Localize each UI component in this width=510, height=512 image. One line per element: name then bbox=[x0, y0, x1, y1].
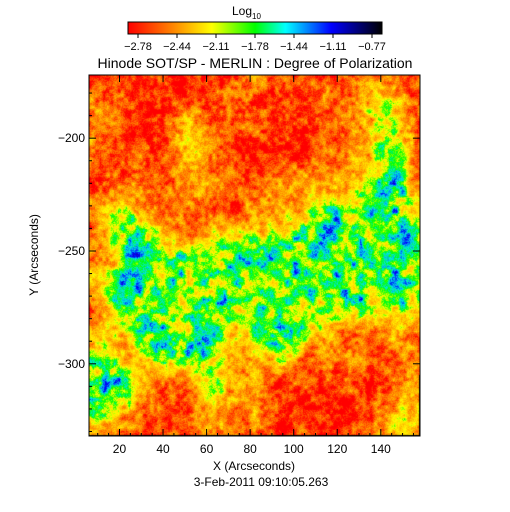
colorbar-tick-label: −2.11 bbox=[202, 41, 229, 53]
colorbar-label-subscript: 10 bbox=[252, 12, 261, 21]
plot-frame bbox=[88, 74, 421, 437]
colorbar-tick-label: −2.78 bbox=[124, 41, 152, 53]
x-tick-label: 80 bbox=[243, 442, 257, 456]
colorbar-tick-label: −0.77 bbox=[358, 41, 386, 53]
x-tick-label: 100 bbox=[284, 442, 304, 456]
colorbar-tick-label: −1.78 bbox=[241, 41, 269, 53]
x-axis-label: X (Arcseconds) bbox=[213, 459, 295, 473]
y-axis-label: Y (Arcseconds) bbox=[27, 214, 41, 296]
colorbar: Log10 −2.78 −2.44 −2.11 −1.78 −1.44 −1.11 −0.7… bbox=[124, 4, 386, 53]
y-axis: −200 −250 −300 bbox=[58, 92, 420, 432]
colorbar-ticks: −2.78 −2.44 −2.11 −1.78 −1.44 −1.11 −0.77 bbox=[124, 34, 386, 53]
timestamp: 3-Feb-2011 09:10:05.263 bbox=[194, 475, 329, 489]
colorbar-tick-label: −2.44 bbox=[163, 41, 191, 53]
x-tick-label: 140 bbox=[371, 442, 391, 456]
y-tick-label: −300 bbox=[58, 357, 85, 371]
colorbar-tick-label: −1.44 bbox=[280, 41, 308, 53]
x-axis: 20 40 60 80 100 120 140 bbox=[97, 75, 414, 456]
x-tick-label: 120 bbox=[327, 442, 347, 456]
colorbar-label: Log10 bbox=[232, 4, 261, 21]
x-tick-label: 60 bbox=[200, 442, 214, 456]
colorbar-tick-label: −1.11 bbox=[319, 41, 346, 53]
polarization-map bbox=[89, 75, 420, 436]
y-tick-label: −250 bbox=[58, 244, 85, 258]
chart-title: Hinode SOT/SP - MERLIN : Degree of Polar… bbox=[98, 55, 413, 71]
x-tick-label: 20 bbox=[113, 442, 127, 456]
x-tick-label: 40 bbox=[156, 442, 170, 456]
colorbar-gradient bbox=[127, 21, 383, 35]
y-tick-label: −200 bbox=[58, 131, 85, 145]
plot-area: 20 40 60 80 100 120 140 −200 −250 −300 bbox=[58, 74, 421, 456]
